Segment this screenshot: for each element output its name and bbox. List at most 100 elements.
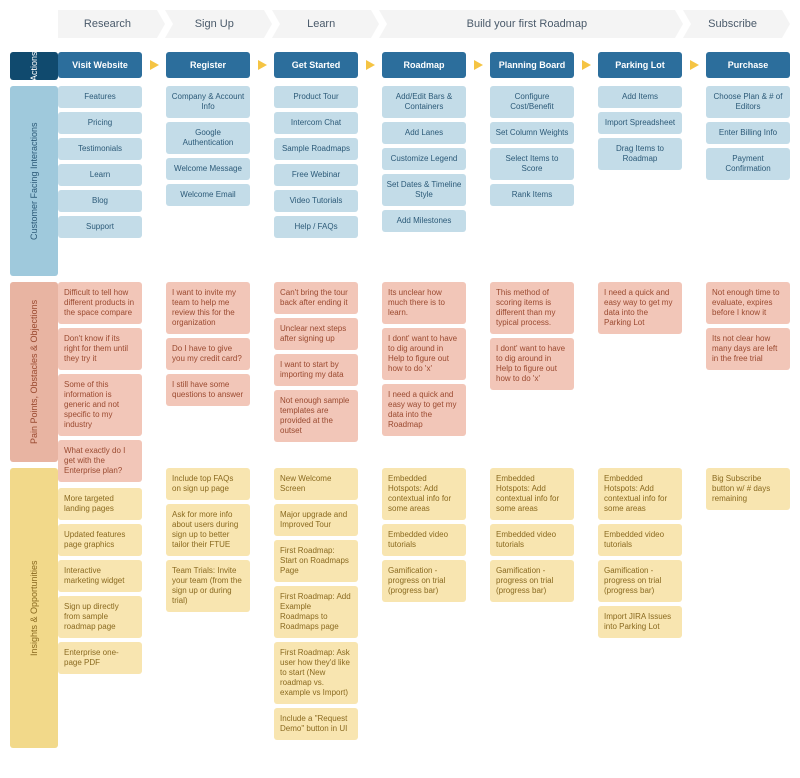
insights-section: Embedded Hotspots: Add contextual info f…: [490, 468, 574, 748]
insights-section: Include top FAQs on sign up pageAsk for …: [166, 468, 250, 748]
painpoint-item: Its unclear how much there is to learn.: [382, 282, 466, 324]
interaction-item: Intercom Chat: [274, 112, 358, 134]
journey-column: RegisterCompany & Account InfoGoogle Aut…: [166, 52, 250, 768]
insight-item: Embedded video tutorials: [382, 524, 466, 556]
interaction-item: Set Dates & Timeline Style: [382, 174, 466, 206]
insight-item: Gamification - progress on trial (progre…: [382, 560, 466, 602]
phase-label: Build your first Roadmap: [379, 10, 676, 38]
flow-arrow: [686, 52, 702, 768]
insight-item: Ask for more info about users during sig…: [166, 504, 250, 556]
flow-arrow: [146, 52, 162, 768]
insight-item: Major upgrade and Improved Tour: [274, 504, 358, 536]
interaction-item: Enter Billing Info: [706, 122, 790, 144]
insight-item: First Roadmap: Start on Roadmaps Page: [274, 540, 358, 582]
interaction-item: Help / FAQs: [274, 216, 358, 238]
interaction-item: Select Items to Score: [490, 148, 574, 180]
interaction-item: Pricing: [58, 112, 142, 134]
insight-item: Embedded video tutorials: [490, 524, 574, 556]
insights-section: New Welcome Screen Major upgrade and Impr…: [274, 468, 358, 748]
action-box: Purchase: [706, 52, 790, 78]
painpoint-item: Not enough sample templates are provided…: [274, 390, 358, 442]
interaction-item: Configure Cost/Benefit: [490, 86, 574, 118]
journey-column: Purchase Choose Plan & # of EditorsEnter …: [706, 52, 790, 768]
flow-arrow: [254, 52, 270, 768]
insight-item: Gamification - progress on trial (progre…: [490, 560, 574, 602]
painpoint-item: I need a quick and easy way to get my da…: [598, 282, 682, 334]
interaction-item: Import Spreadsheet: [598, 112, 682, 134]
painpoint-item: I dont' want to have to dig around in He…: [490, 338, 574, 390]
painpoint-item: Not enough time to evaluate, expires bef…: [706, 282, 790, 324]
interactions-section: Company & Account Info Google Authenticat…: [166, 86, 250, 276]
interaction-item: Rank Items: [490, 184, 574, 206]
action-box: Roadmap: [382, 52, 466, 78]
painpoint-item: Can't bring the tour back after ending i…: [274, 282, 358, 314]
interaction-item: Blog: [58, 190, 142, 212]
action-box: Planning Board: [490, 52, 574, 78]
insight-item: First Roadmap: Ask user how they'd like …: [274, 642, 358, 704]
insight-item: Embedded Hotspots: Add contextual info f…: [382, 468, 466, 520]
interactions-section: Choose Plan & # of EditorsEnter Billing …: [706, 86, 790, 276]
insights-section: More targeted landing pages Updated featu…: [58, 488, 142, 768]
phase-label: Sign Up: [165, 10, 264, 38]
insight-item: Gamification - progress on trial (progre…: [598, 560, 682, 602]
insight-item: Updated features page graphics: [58, 524, 142, 556]
journey-column: Parking Lot Add Items Import Spreadsheet Dr…: [598, 52, 682, 768]
action-box: Parking Lot: [598, 52, 682, 78]
insight-item: More targeted landing pages: [58, 488, 142, 520]
journey-column: Roadmap Add/Edit Bars & Containers Add Lan…: [382, 52, 466, 768]
painpoints-section: I want to invite my team to help me revi…: [166, 282, 250, 462]
interaction-item: Add Milestones: [382, 210, 466, 232]
interaction-item: Product Tour: [274, 86, 358, 108]
insight-item: Import JIRA Issues into Parking Lot: [598, 606, 682, 638]
journey-column: Visit WebsiteFeaturesPricingTestimonials…: [58, 52, 142, 768]
interactions-section: Add Items Import Spreadsheet Drag Items to…: [598, 86, 682, 276]
insights-section: Big Subscribe button w/ # days remaining: [706, 468, 790, 748]
interactions-section: Add/Edit Bars & Containers Add Lanes Custo…: [382, 86, 466, 276]
insight-item: Embedded Hotspots: Add contextual info f…: [598, 468, 682, 520]
phase-label: Learn: [272, 10, 371, 38]
painpoints-section: Its unclear how much there is to learn.I…: [382, 282, 466, 462]
interaction-item: Add/Edit Bars & Containers: [382, 86, 466, 118]
interaction-item: Set Column Weights: [490, 122, 574, 144]
interaction-item: Add Lanes: [382, 122, 466, 144]
painpoints-section: Difficult to tell how different products…: [58, 282, 142, 482]
interactions-section: FeaturesPricingTestimonialsLearnBlogSupp…: [58, 86, 142, 276]
painpoint-item: Difficult to tell how different products…: [58, 282, 142, 324]
interaction-item: Free Webinar: [274, 164, 358, 186]
insight-item: Team Trials: Invite your team (from the …: [166, 560, 250, 612]
interaction-item: Welcome Email: [166, 184, 250, 206]
interaction-item: Company & Account Info: [166, 86, 250, 118]
insight-item: New Welcome Screen: [274, 468, 358, 500]
insight-item: Embedded video tutorials: [598, 524, 682, 556]
row-label-interactions: Customer Facing Interactions: [10, 86, 58, 276]
interaction-item: Video Tutorials: [274, 190, 358, 212]
row-label-painpoints: Pain Points, Obstacles & Objections: [10, 282, 58, 462]
painpoint-item: Unclear next steps after signing up: [274, 318, 358, 350]
painpoint-item: What exactly do I get with the Enterpris…: [58, 440, 142, 482]
journey-column: Get Started Product Tour Intercom Chat Samp…: [274, 52, 358, 768]
painpoint-item: Don't know if its right for them until t…: [58, 328, 142, 370]
interaction-item: Support: [58, 216, 142, 238]
row-labels: ActionsCustomer Facing InteractionsPain …: [10, 52, 58, 768]
painpoint-item: I dont' want to have to dig around in He…: [382, 328, 466, 380]
interaction-item: Google Authentication: [166, 122, 250, 154]
interaction-item: Features: [58, 86, 142, 108]
insight-item: Sign up directly from sample roadmap pag…: [58, 596, 142, 638]
insights-section: Embedded Hotspots: Add contextual info f…: [382, 468, 466, 748]
interaction-item: Payment Confirmation: [706, 148, 790, 180]
interaction-item: Drag Items to Roadmap: [598, 138, 682, 170]
interaction-item: Customize Legend: [382, 148, 466, 170]
painpoint-item: I want to invite my team to help me revi…: [166, 282, 250, 334]
painpoint-item: I want to start by importing my data: [274, 354, 358, 386]
flow-arrow: [470, 52, 486, 768]
action-box: Visit Website: [58, 52, 142, 78]
interaction-item: Learn: [58, 164, 142, 186]
phases-row: ResearchSign UpLearnBuild your first Roa…: [58, 10, 790, 38]
phase-label: Subscribe: [683, 10, 782, 38]
interaction-item: Add Items: [598, 86, 682, 108]
interaction-item: Sample Roadmaps: [274, 138, 358, 160]
action-box: Get Started: [274, 52, 358, 78]
painpoints-section: This method of scoring items is differen…: [490, 282, 574, 462]
insight-item: First Roadmap: Add Example Roadmaps to R…: [274, 586, 358, 638]
insight-item: Big Subscribe button w/ # days remaining: [706, 468, 790, 510]
